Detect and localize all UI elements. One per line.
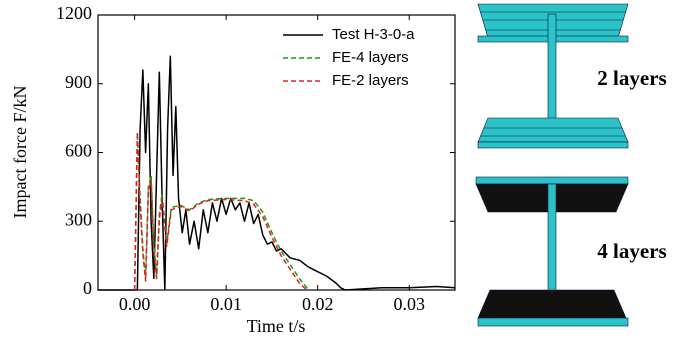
x-tick-label: 0.02: [302, 294, 334, 314]
x-axis-label: Time t/s: [247, 316, 306, 336]
legend-label: Test H-3-0-a: [332, 26, 415, 43]
y-tick-label: 300: [65, 209, 92, 229]
x-tick-label: 0.00: [119, 294, 151, 314]
y-tick-label: 1200: [56, 3, 92, 23]
y-axis-label: Impact force F/kN: [10, 86, 30, 219]
legend-label: FE-2 layers: [332, 72, 409, 89]
x-tick-label: 0.03: [393, 294, 425, 314]
x-tick-label: 0.01: [210, 294, 242, 314]
y-tick-label: 0: [83, 278, 92, 298]
figure: Time t/s Impact force F/kN 2 layers 4 la…: [0, 0, 677, 341]
panel-label: 4 layers: [597, 239, 666, 263]
series-line: [98, 56, 455, 290]
legend-label: FE-4 layers: [332, 49, 409, 66]
panel-label: 2 layers: [597, 66, 666, 90]
y-tick-label: 900: [65, 72, 92, 92]
y-tick-label: 600: [65, 141, 92, 161]
